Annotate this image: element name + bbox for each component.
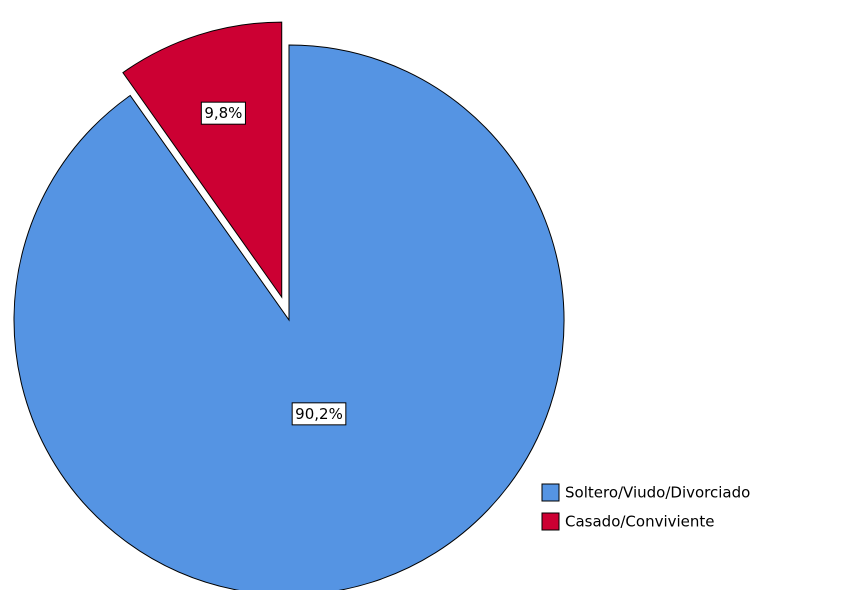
legend-swatch	[541, 512, 560, 531]
legend-label: Soltero/Viudo/Divorciado	[565, 484, 750, 502]
value-label: 90,2%	[291, 402, 347, 426]
value-label-text: 90,2%	[295, 405, 343, 423]
value-label: 9,8%	[200, 101, 246, 125]
pie-slice	[122, 21, 283, 299]
value-label-text: 9,8%	[204, 104, 242, 122]
pie-slice	[13, 44, 565, 590]
value-label-box	[200, 101, 246, 125]
legend-swatch	[541, 483, 560, 502]
legend-label: Casado/Conviviente	[565, 513, 715, 531]
value-label-box	[291, 402, 347, 426]
